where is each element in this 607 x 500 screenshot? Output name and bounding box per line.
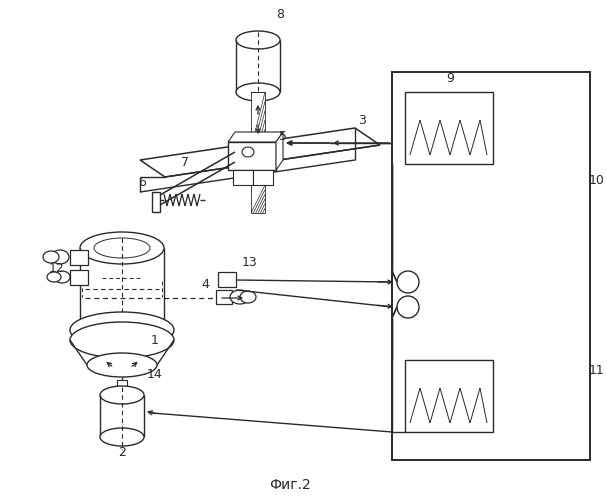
Bar [253,170,273,185]
Ellipse shape [70,312,174,348]
Ellipse shape [80,314,164,346]
Bar [117,380,127,392]
Text: Фиг.2: Фиг.2 [269,478,311,492]
Ellipse shape [397,296,419,318]
Ellipse shape [397,271,419,293]
Text: 4: 4 [201,278,209,291]
Ellipse shape [51,250,69,264]
Bar [405,92,493,164]
Text: 13: 13 [242,256,258,270]
Bar [216,290,232,304]
Bar [70,270,88,285]
Ellipse shape [100,428,144,446]
Bar [251,92,265,148]
Ellipse shape [54,271,70,283]
Bar [251,185,265,213]
Polygon shape [228,132,283,142]
Ellipse shape [240,291,256,303]
Bar [218,272,236,287]
Ellipse shape [47,272,61,282]
Text: 8: 8 [276,8,284,22]
Text: 1: 1 [151,334,159,346]
Ellipse shape [230,290,250,304]
Ellipse shape [87,353,157,377]
Bar [228,142,276,170]
Bar [70,250,88,265]
Text: 11: 11 [589,364,605,376]
Text: 5: 5 [279,130,287,143]
Text: 9: 9 [446,72,454,85]
Ellipse shape [242,147,254,157]
Ellipse shape [236,83,280,101]
Text: 7: 7 [181,156,189,168]
Bar [152,192,160,212]
Ellipse shape [70,322,174,358]
Text: 3: 3 [358,114,366,126]
Text: 10: 10 [589,174,605,186]
Polygon shape [276,132,283,170]
Ellipse shape [43,251,59,263]
Text: 12: 12 [49,262,65,274]
Text: 2: 2 [118,446,126,460]
Ellipse shape [100,386,144,404]
Bar [392,72,590,460]
Text: 14: 14 [147,368,163,382]
Text: 6: 6 [138,176,146,188]
Bar [405,360,493,432]
Ellipse shape [80,232,164,264]
Polygon shape [140,128,380,177]
Bar [233,170,253,185]
Ellipse shape [236,31,280,49]
Ellipse shape [94,238,150,258]
